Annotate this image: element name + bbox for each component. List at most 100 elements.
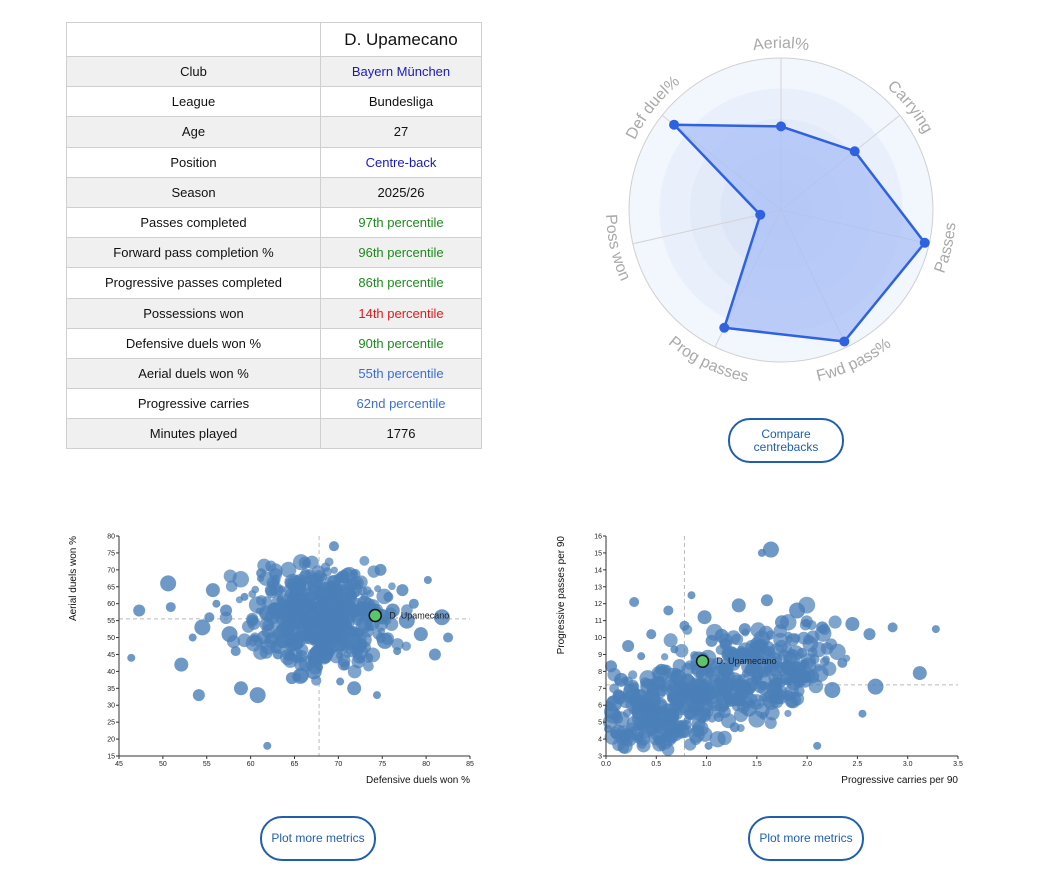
scatter-point [637, 739, 647, 749]
y-tick-label: 30 [107, 703, 115, 710]
x-axis-label: Defensive duels won % [366, 775, 470, 786]
scatter-point [287, 575, 304, 592]
scatter-point [275, 633, 290, 649]
scatter-point [696, 690, 707, 701]
scatter-point [631, 705, 646, 719]
table-row: Position Centre-back [66, 146, 482, 178]
scatter-point [638, 719, 651, 732]
table-row: Progressive carries 62nd percentile [66, 388, 482, 420]
scatter-point [805, 669, 820, 684]
scatter-point [383, 591, 394, 602]
player-stats-table: D. Upamecano Club Bayern München League Bun… [66, 22, 482, 450]
row-label: Age [66, 116, 321, 148]
scatter-point [863, 628, 876, 641]
row-label: Club [66, 55, 321, 88]
scatter-point [705, 634, 718, 647]
plot-more-metrics-button-right[interactable]: Plot more metrics [748, 816, 864, 861]
scatter-point [413, 627, 428, 642]
table-row: Defensive duels won % 90th percentile [66, 327, 482, 359]
scatter-point [697, 610, 712, 625]
compare-centrebacks-button[interactable]: Compare centrebacks [728, 418, 844, 463]
scatter-point [345, 608, 356, 619]
scatter-point [712, 657, 723, 668]
scatter-point [654, 736, 663, 745]
scatter-point [750, 622, 766, 638]
scatter-point [295, 630, 307, 641]
y-tick-label: 16 [594, 534, 602, 541]
scatter-point [663, 633, 678, 648]
radar-point [776, 121, 786, 132]
y-tick-label: 8 [598, 669, 602, 676]
scatter-point [790, 649, 799, 658]
y-tick-label: 40 [107, 669, 115, 676]
row-value: 90th percentile [320, 327, 482, 359]
scatter-point [160, 575, 177, 592]
scatter-point [858, 709, 867, 718]
scatter-point [629, 597, 640, 607]
scatter-point [749, 637, 764, 652]
scatter-point [349, 569, 359, 579]
row-label: Position [66, 146, 321, 178]
scatter-point [681, 674, 696, 689]
table-row: League Bundesliga [66, 86, 482, 118]
scatter-point [401, 604, 413, 616]
scatter-point [376, 632, 393, 649]
scatter-point [674, 643, 689, 658]
x-tick-label: 1.0 [702, 761, 712, 768]
scatter-point [717, 730, 732, 746]
x-tick-label: 60 [247, 761, 255, 768]
scatter-point [623, 683, 640, 700]
x-tick-label: 45 [115, 761, 123, 768]
scatter-plot-2: 0.0 0.5 1.0 1.5 2.0 2.5 3.0 3.5 3 4 5 6 7 8 9 10 11 12 13 1… [556, 534, 963, 787]
radar-point [839, 336, 850, 347]
scatter-point [272, 649, 283, 660]
scatter-point [738, 623, 751, 636]
scatter-point [688, 700, 701, 713]
radar-point [919, 237, 930, 248]
scatter-point [679, 620, 690, 631]
plot-more-metrics-button-left[interactable]: Plot more metrics [260, 816, 376, 861]
scatter-point [305, 663, 322, 680]
scatter-point [664, 667, 679, 682]
scatter-point [319, 572, 328, 581]
scatter-point [428, 648, 441, 661]
scatter-point [647, 693, 662, 708]
row-label: Progressive carries [66, 388, 321, 420]
y-tick-label: 7 [598, 686, 602, 693]
scatter-point [769, 692, 777, 700]
scatter-point [660, 679, 672, 691]
scatter-point [731, 598, 746, 613]
scatter-point [775, 615, 789, 630]
scatter-point [356, 595, 373, 612]
scatter-point [813, 741, 822, 750]
scatter-point [285, 672, 298, 685]
scatter-point [293, 639, 304, 650]
scatter-point [337, 584, 350, 597]
scatter-point [797, 647, 808, 658]
table-row: Possessions won 14th percentile [66, 297, 482, 329]
scatter-point [661, 653, 669, 661]
scatter-point [263, 741, 272, 750]
scatter-point [760, 594, 773, 607]
scatter-point [816, 621, 829, 634]
scatter-point [248, 596, 266, 614]
scatter-point [713, 712, 724, 723]
scatter-point [887, 622, 898, 633]
scatter-point [240, 592, 249, 601]
y-tick-label: 15 [594, 550, 602, 557]
scatter-point [396, 584, 409, 597]
highlight-point [368, 608, 382, 623]
row-label: Possessions won [66, 297, 321, 329]
scatter-point [339, 573, 350, 585]
y-tick-label: 60 [107, 601, 115, 608]
table-row: Progressive passes completed 86th percent… [66, 267, 482, 299]
x-tick-label: 75 [378, 761, 386, 768]
radar-point [755, 209, 766, 220]
scatter-point [277, 585, 286, 594]
y-tick-label: 10 [594, 635, 602, 642]
x-tick-label: 50 [159, 761, 167, 768]
scatter-point [706, 680, 723, 697]
scatter-point [734, 679, 748, 693]
y-tick-label: 65 [107, 584, 115, 591]
scatter-point [633, 731, 644, 742]
